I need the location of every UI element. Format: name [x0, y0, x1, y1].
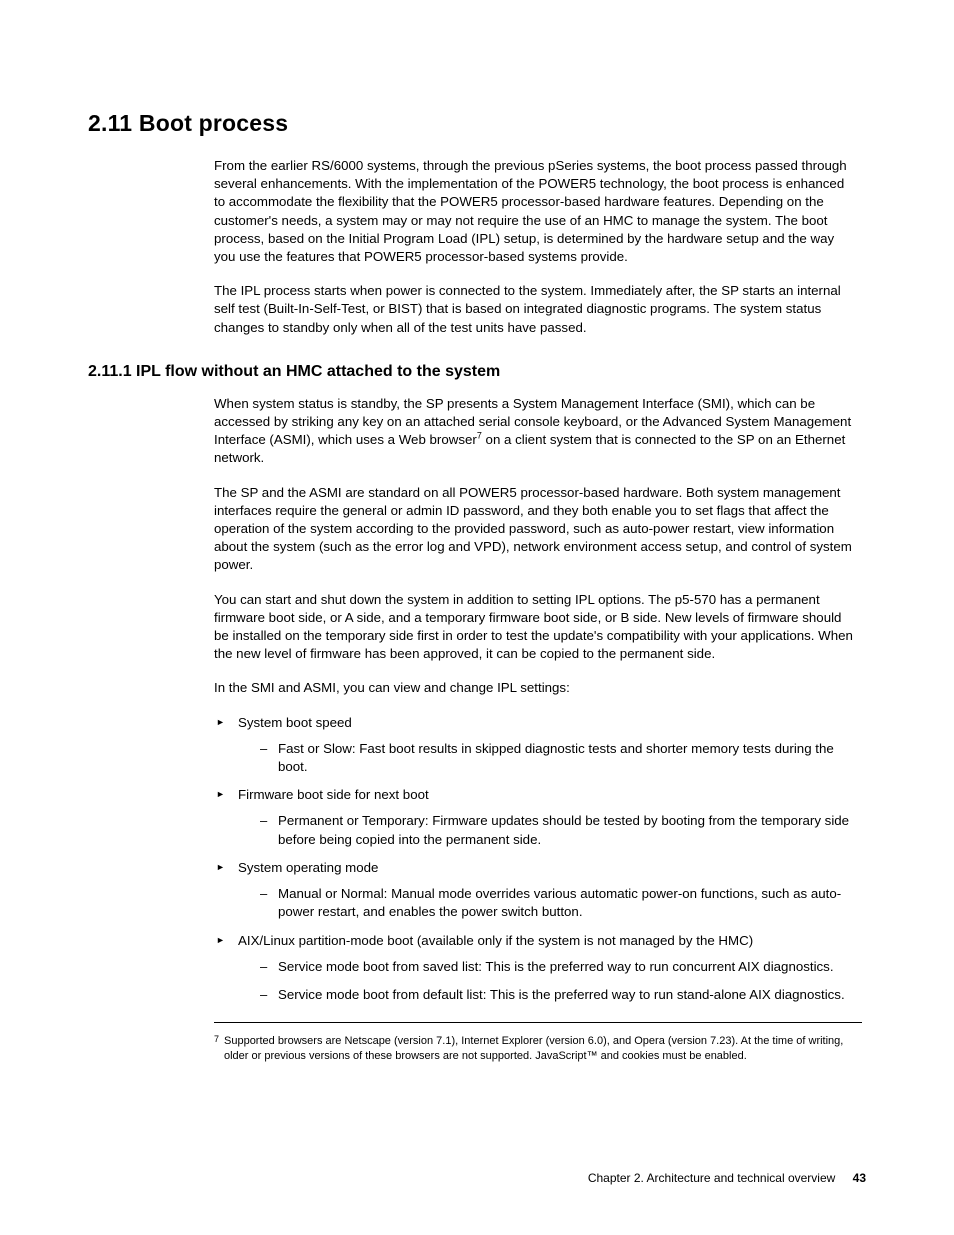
list-item: System operating mode Manual or Normal: … [214, 859, 866, 922]
sub-list: Service mode boot from saved list: This … [260, 958, 866, 1004]
list-item: AIX/Linux partition-mode boot (available… [214, 932, 866, 1005]
footer-page-number: 43 [853, 1171, 866, 1185]
section-heading: 2.11 Boot process [88, 110, 866, 137]
list-item-label: System operating mode [238, 860, 378, 875]
list-item-label: Firmware boot side for next boot [238, 787, 429, 802]
list-item: System boot speed Fast or Slow: Fast boo… [214, 714, 866, 777]
sub-list-item: Manual or Normal: Manual mode overrides … [260, 885, 866, 921]
page: 2.11 Boot process From the earlier RS/60… [0, 0, 954, 1235]
paragraph: From the earlier RS/6000 systems, throug… [214, 157, 858, 266]
footnote-rule [214, 1022, 862, 1023]
sub-list: Permanent or Temporary: Firmware updates… [260, 812, 866, 848]
subsection-heading: 2.11.1 IPL flow without an HMC attached … [88, 363, 866, 381]
list-item-label: System boot speed [238, 715, 352, 730]
sub-list-item: Service mode boot from saved list: This … [260, 958, 866, 976]
list-item-label: AIX/Linux partition-mode boot (available… [238, 933, 753, 948]
paragraph: When system status is standby, the SP pr… [214, 395, 858, 468]
bullet-list: System boot speed Fast or Slow: Fast boo… [214, 714, 866, 1004]
footnote: 7 Supported browsers are Netscape (versi… [214, 1034, 858, 1064]
paragraph: The SP and the ASMI are standard on all … [214, 484, 858, 575]
sub-list: Fast or Slow: Fast boot results in skipp… [260, 740, 866, 776]
paragraph: You can start and shut down the system i… [214, 591, 858, 664]
sub-list: Manual or Normal: Manual mode overrides … [260, 885, 866, 921]
list-item: Firmware boot side for next boot Permane… [214, 786, 866, 849]
paragraph: In the SMI and ASMI, you can view and ch… [214, 679, 858, 697]
footer-chapter: Chapter 2. Architecture and technical ov… [588, 1171, 835, 1185]
paragraph: The IPL process starts when power is con… [214, 282, 858, 337]
footnote-text: Supported browsers are Netscape (version… [224, 1035, 843, 1062]
page-footer: Chapter 2. Architecture and technical ov… [588, 1171, 866, 1185]
footnote-number: 7 [214, 1033, 219, 1045]
sub-list-item: Permanent or Temporary: Firmware updates… [260, 812, 866, 848]
sub-list-item: Service mode boot from default list: Thi… [260, 986, 866, 1004]
sub-list-item: Fast or Slow: Fast boot results in skipp… [260, 740, 866, 776]
